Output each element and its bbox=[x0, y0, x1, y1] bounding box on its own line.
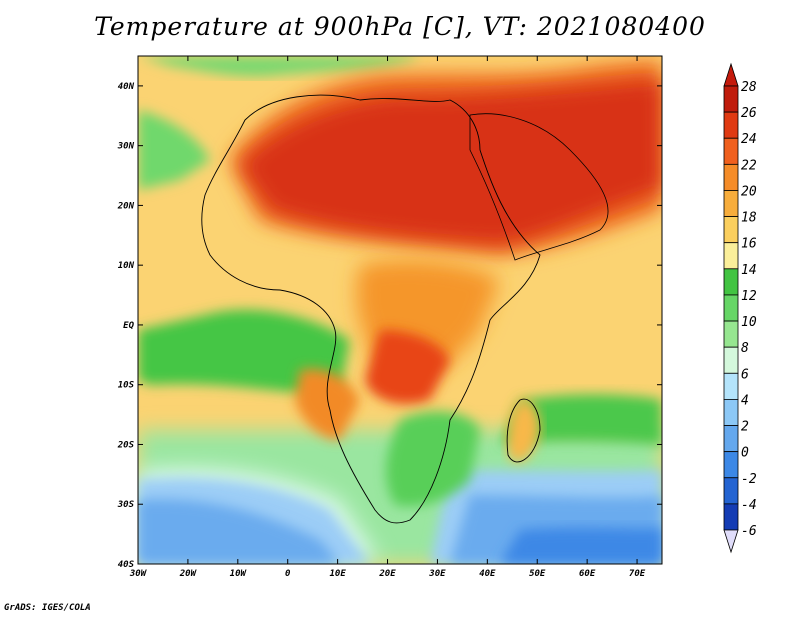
colorbar-label: 14 bbox=[741, 263, 757, 278]
colorbar-swatch bbox=[723, 85, 739, 113]
colorbar-label: -4 bbox=[741, 498, 757, 513]
colorbar-label: 22 bbox=[741, 158, 757, 173]
colorbar-label: 10 bbox=[741, 315, 757, 330]
colorbar-swatch bbox=[723, 503, 739, 531]
lat-tick-label: 40S bbox=[118, 560, 135, 570]
lon-tick-label: 30W bbox=[129, 569, 148, 579]
lon-tick-label: 60E bbox=[579, 569, 596, 579]
lat-tick-label: 10N bbox=[118, 261, 135, 271]
africa-coastline bbox=[201, 94, 541, 524]
lon-tick-label: 50E bbox=[529, 569, 546, 579]
colorbar-label: 2 bbox=[741, 420, 749, 435]
colorbar-label: 28 bbox=[741, 80, 757, 95]
colorbar-swatch bbox=[723, 268, 739, 296]
colorbar-top-arrow bbox=[723, 62, 739, 87]
colorbar-label: 4 bbox=[741, 393, 749, 408]
colorbar-label: 20 bbox=[741, 184, 757, 199]
madagascar-coastline bbox=[506, 398, 541, 463]
map-frame bbox=[137, 55, 663, 565]
lon-tick-label: 20E bbox=[378, 569, 396, 579]
lat-tick-label: 30S bbox=[117, 500, 135, 510]
colorbar-label: 24 bbox=[741, 132, 757, 147]
lon-tick-label: 30E bbox=[428, 569, 446, 579]
lat-tick-label: 30N bbox=[117, 142, 135, 152]
colorbar-swatch bbox=[723, 190, 739, 217]
credit-text: GrADS: IGES/COLA bbox=[4, 603, 91, 613]
colorbar-swatch bbox=[723, 477, 739, 505]
colorbar-swatch bbox=[723, 346, 739, 374]
lon-tick-label: 20W bbox=[179, 569, 198, 579]
lon-tick-label: 70E bbox=[629, 569, 646, 579]
lat-tick-label: EQ bbox=[123, 321, 134, 331]
colorbar-label: 16 bbox=[741, 237, 757, 252]
colorbar-swatch bbox=[723, 216, 739, 244]
colorbar-swatch bbox=[723, 399, 739, 426]
colorbar-swatch bbox=[723, 294, 739, 322]
colorbar-swatch bbox=[723, 425, 739, 453]
colorbar-swatch bbox=[723, 320, 739, 348]
colorbar-label: 6 bbox=[741, 367, 749, 382]
temperature-field bbox=[138, 56, 662, 564]
colorbar-swatch bbox=[723, 242, 739, 270]
colorbar-label: -2 bbox=[741, 472, 757, 487]
lat-tick-label: 40N bbox=[118, 82, 135, 92]
colorbar-label: 12 bbox=[741, 289, 757, 304]
colorbar-label: 0 bbox=[741, 446, 749, 461]
chart-title: Temperature at 900hPa [C], VT: 202108040… bbox=[94, 12, 706, 41]
lon-tick-label: 0 bbox=[285, 569, 291, 579]
colorbar-bottom-arrow bbox=[723, 529, 739, 554]
colorbar-swatch bbox=[723, 451, 739, 479]
lat-tick-label: 10S bbox=[118, 381, 135, 391]
colorbar-swatch bbox=[723, 163, 739, 191]
lon-tick-label: 10W bbox=[230, 569, 248, 579]
colorbar-swatch bbox=[723, 111, 739, 139]
lon-tick-label: 10E bbox=[329, 569, 346, 579]
arabia-coastline bbox=[469, 113, 609, 261]
colorbar-swatch bbox=[723, 372, 739, 400]
colorbar-label: -6 bbox=[741, 524, 757, 539]
lat-tick-label: 20N bbox=[117, 201, 135, 211]
longitude-axis: 30W 20W 10W 0 10E 20E 30E 40E 50E 60E 70E bbox=[129, 56, 646, 579]
latitude-axis: 40N 30N 20N 10N EQ 10S 20S 30S 40S bbox=[117, 82, 662, 570]
colorbar-swatch bbox=[723, 137, 739, 165]
colorbar-label: 18 bbox=[741, 211, 757, 226]
colorbar-label: 26 bbox=[741, 106, 757, 121]
lon-tick-label: 40E bbox=[479, 569, 496, 579]
lat-tick-label: 20S bbox=[117, 440, 135, 450]
colorbar-label: 8 bbox=[741, 341, 749, 356]
